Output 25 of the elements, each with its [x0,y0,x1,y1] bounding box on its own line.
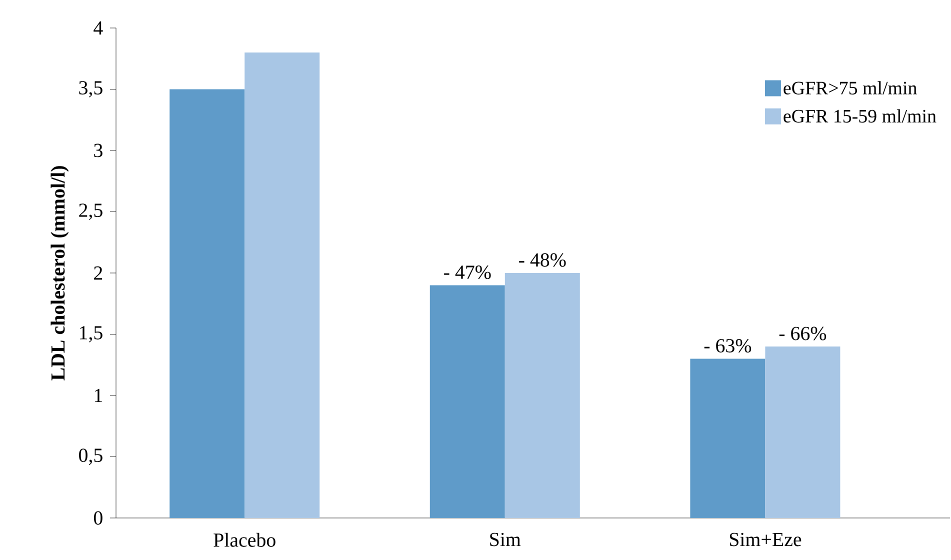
y-tick-label: 2,5 [79,204,102,220]
bar [504,272,580,518]
y-tick-label: 1 [94,388,102,402]
x-tick-label: Sim [490,532,521,546]
y-tick-label: 1,5 [80,326,102,342]
bar [244,52,320,518]
y-tick-label: 4 [94,21,103,35]
bar [430,285,505,518]
bar [170,89,245,518]
annotation: - 48% [519,253,566,267]
y-tick-label: 3 [94,144,102,158]
annotation: - 63% [704,339,752,353]
y-tick-label: 2 [94,266,102,280]
bar [690,358,766,518]
bar [765,346,840,518]
y-tick-label: 0,5 [79,448,102,465]
x-tick-label: Sim+Eze [730,532,802,546]
y-tick-label: 3,5 [79,81,102,98]
annotation: - 66% [779,326,826,340]
y-tick-label: 0 [94,511,102,525]
y-axis-title: LDL cholesterol (mmol/l) [50,166,69,380]
x-tick-label: Placebo [214,532,276,547]
legend-label: eGFR 15-59 ml/min [784,109,936,123]
legend-label: eGFR>75 ml/min [784,81,917,94]
annotation: - 47% [444,266,491,280]
